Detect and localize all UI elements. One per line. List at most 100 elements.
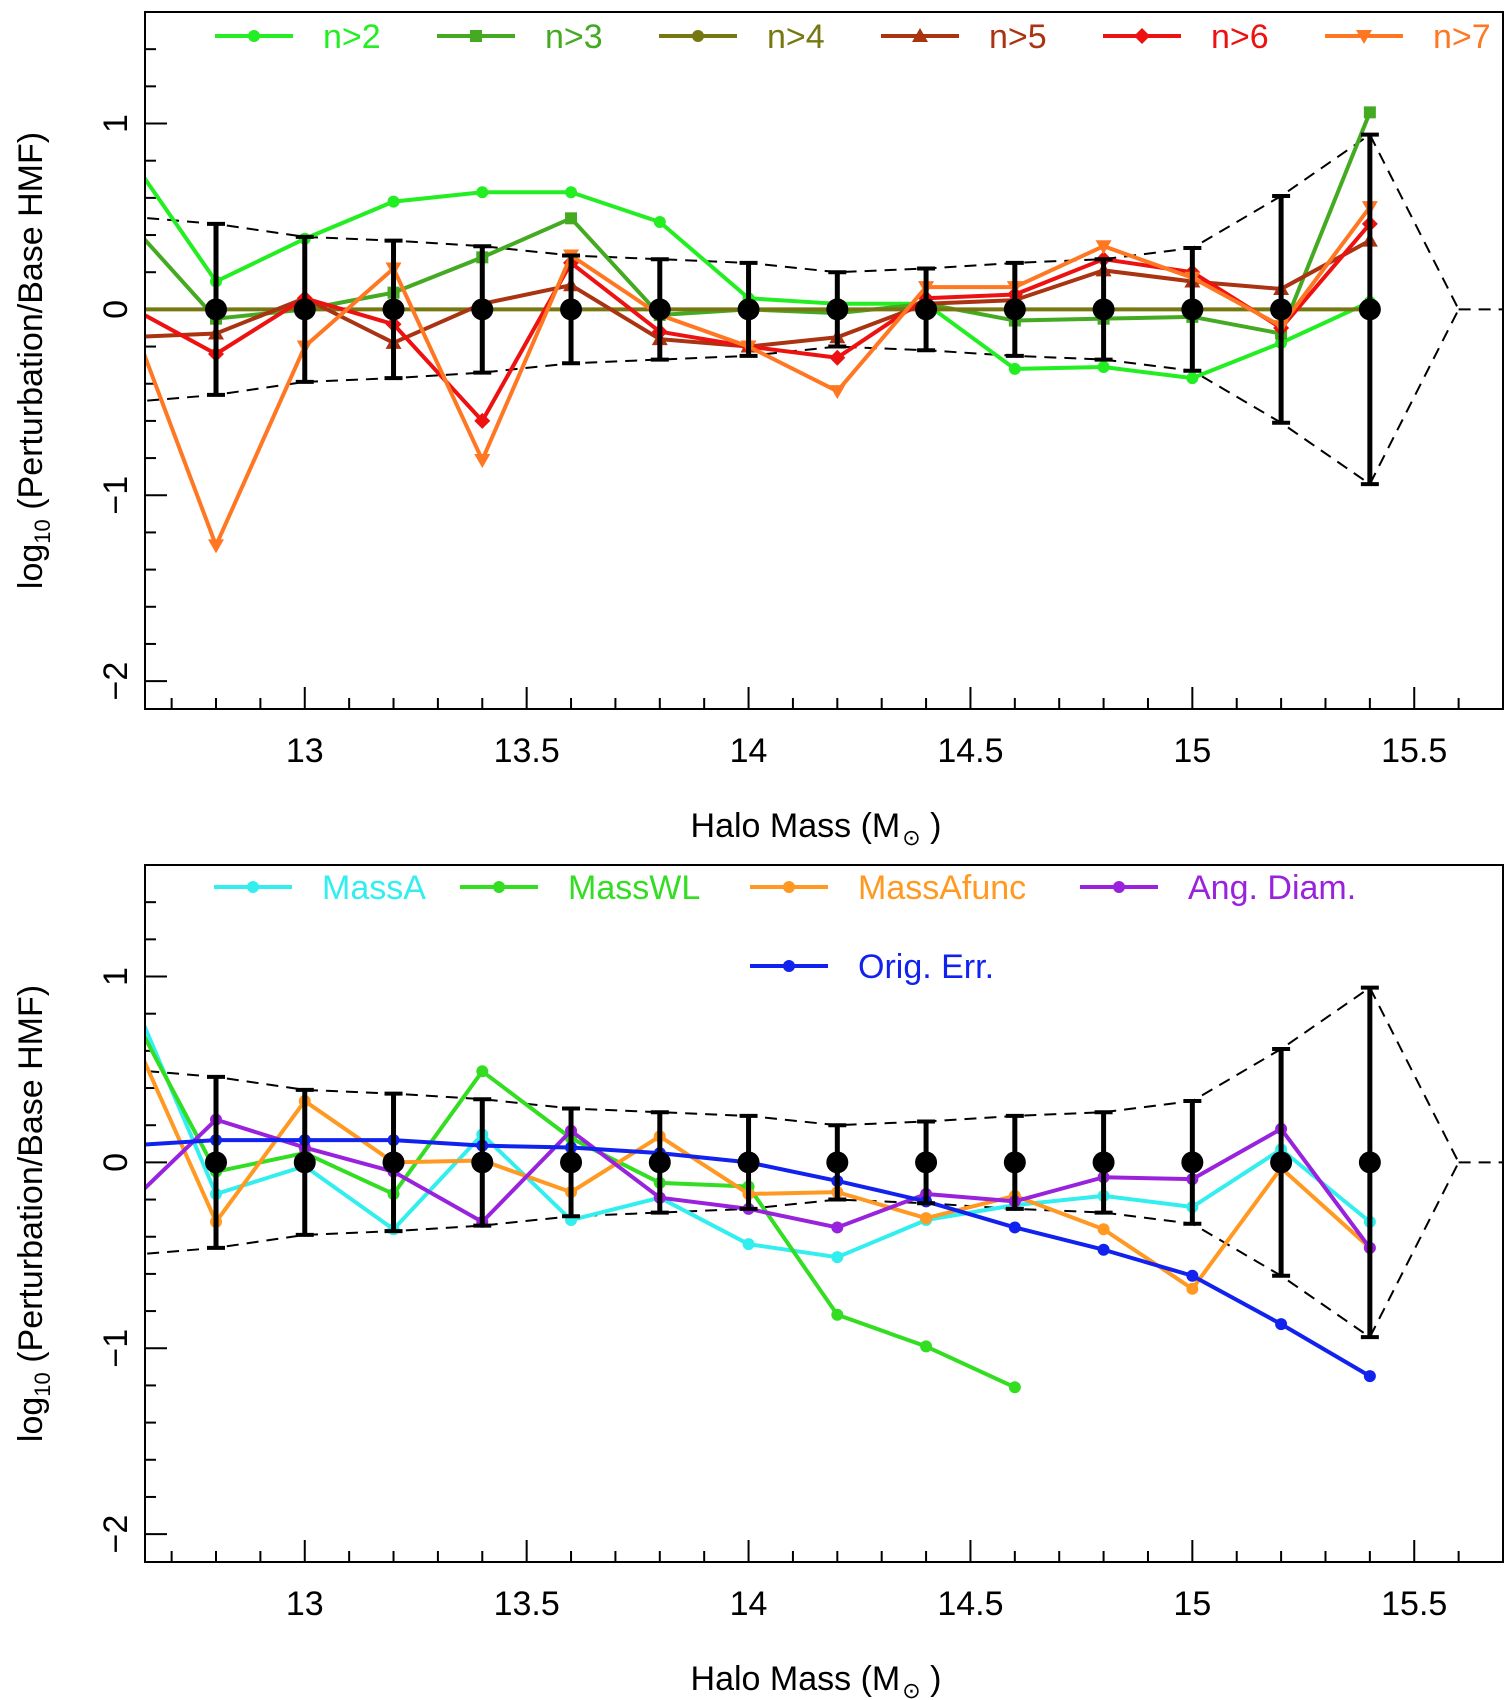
series-point <box>387 195 400 208</box>
series-point <box>1186 1282 1199 1295</box>
reference-point <box>293 1151 316 1174</box>
series-point <box>1097 361 1110 374</box>
series-point <box>829 349 846 366</box>
plot-area-top <box>119 106 1503 554</box>
series-point <box>1008 362 1021 375</box>
reference-point <box>1358 298 1381 321</box>
series-point <box>474 412 491 429</box>
series-point <box>1008 1381 1021 1394</box>
legend-marker <box>247 881 259 893</box>
series-point <box>1363 1370 1376 1383</box>
legend-bottom: MassA MassWL MassAfunc Ang. Diam. Orig. Err. <box>214 869 1356 986</box>
series-point <box>1186 1269 1199 1282</box>
legend-item: Orig. Err. <box>750 948 994 986</box>
legend-label: MassA <box>322 869 426 907</box>
series-point <box>565 212 578 225</box>
legend-marker <box>470 30 482 42</box>
y-axis-title: log10 (Perturbation/Base HMF) <box>12 985 55 1442</box>
series-point <box>476 1065 489 1078</box>
x-tick-label: 13 <box>286 732 324 770</box>
reference-point <box>648 298 671 321</box>
reference-points <box>205 985 1381 1340</box>
reference-point <box>382 298 405 321</box>
series-point <box>121 1199 133 1211</box>
x-axis-title-main: Halo Mass (M <box>691 1660 901 1698</box>
legend-marker <box>692 30 704 42</box>
legend-marker <box>248 30 260 42</box>
series-point <box>920 1212 933 1225</box>
y-tick-label: −1 <box>97 1329 135 1368</box>
envelope-lower <box>145 1161 1460 1339</box>
reference-point <box>205 298 228 321</box>
plot-area-bottom <box>121 986 1503 1394</box>
x-tick-label: 13.5 <box>494 1585 560 1623</box>
reference-point <box>737 1151 760 1174</box>
legend-label: MassAfunc <box>858 869 1026 907</box>
x-tick-label: 15.5 <box>1381 1585 1447 1623</box>
panel-top: 13 13.5 14 14.5 15 15.5 −2 −1 0 1 Halo Mass (M⊙ ) l… <box>12 11 1504 850</box>
y-tick-label: 1 <box>97 114 135 133</box>
x-axis-title: Halo Mass (M⊙ ) <box>691 1660 942 1700</box>
series-point <box>121 1017 133 1029</box>
reference-points <box>205 132 1381 487</box>
legend-label: n>3 <box>545 18 603 56</box>
series-point <box>1008 1221 1021 1234</box>
series-point <box>208 539 225 554</box>
legend-item: n>5 <box>881 18 1047 56</box>
reference-point <box>560 1151 583 1174</box>
series-point <box>565 186 578 199</box>
y-axis-title-log: log <box>12 1397 50 1442</box>
reference-point <box>1270 1151 1293 1174</box>
series-point <box>653 216 666 229</box>
series-point <box>831 1308 844 1321</box>
reference-point <box>826 1151 849 1174</box>
reference-point <box>471 1151 494 1174</box>
x-tick-label: 15 <box>1173 1585 1211 1623</box>
y-axis-title-log: log <box>12 544 50 589</box>
y-axis-title: log10 (Perturbation/Base HMF) <box>12 132 55 589</box>
legend-marker <box>493 881 505 893</box>
series-point <box>1363 106 1376 119</box>
panel-bottom: 13 13.5 14 14.5 15 15.5 −2 −1 0 1 Halo Mass (M⊙ ) l… <box>12 864 1504 1700</box>
legend-label: MassWL <box>568 869 700 907</box>
x-axis-title-suffix: ) <box>921 1660 942 1698</box>
reference-point <box>1181 1151 1204 1174</box>
legend-label: n>5 <box>989 18 1047 56</box>
series-point <box>920 1340 933 1353</box>
series-point <box>121 214 133 226</box>
axes-top: 13 13.5 14 14.5 15 15.5 −2 −1 0 1 Halo Mass (M⊙ ) l… <box>12 48 1504 850</box>
legend-marker <box>1134 28 1150 44</box>
legend-marker <box>783 960 795 972</box>
legend-top: n>2 n>3 n>4 n>5 n>6 n>7 <box>215 18 1491 56</box>
x-tick-label: 14.5 <box>937 1585 1003 1623</box>
reference-point <box>1181 298 1204 321</box>
reference-point <box>826 298 849 321</box>
series-point <box>121 1140 133 1152</box>
reference-point <box>915 298 938 321</box>
plot-frame <box>144 864 1504 1563</box>
legend-label: n>4 <box>767 18 825 56</box>
series-point <box>1275 1318 1288 1331</box>
legend-marker <box>912 28 928 42</box>
y-axis-title-rest: (Perturbation/Base HMF) <box>12 132 50 519</box>
y-tick-label: −2 <box>97 662 135 701</box>
legend-item: MassA <box>214 869 426 907</box>
legend-label: Ang. Diam. <box>1188 869 1356 907</box>
legend-marker <box>783 881 795 893</box>
x-axis-title: Halo Mass (M⊙ ) <box>691 807 942 850</box>
reference-point <box>560 298 583 321</box>
reference-point <box>293 298 316 321</box>
legend-item: Ang. Diam. <box>1080 869 1356 907</box>
series-point <box>476 186 489 199</box>
series-point <box>119 329 135 343</box>
axes-bottom: 13 13.5 14 14.5 15 15.5 −2 −1 0 1 Halo Mass (M⊙ ) l… <box>12 901 1504 1700</box>
y-axis-title-sub: 10 <box>30 1372 55 1396</box>
series-point <box>831 1221 844 1234</box>
x-tick-label: 14.5 <box>937 732 1003 770</box>
series-point <box>121 998 133 1010</box>
y-axis-title-sub: 10 <box>30 519 55 543</box>
y-tick-label: −2 <box>97 1515 135 1554</box>
legend-item: MassAfunc <box>750 869 1026 907</box>
reference-point <box>648 1151 671 1174</box>
y-tick-label: 1 <box>97 967 135 986</box>
